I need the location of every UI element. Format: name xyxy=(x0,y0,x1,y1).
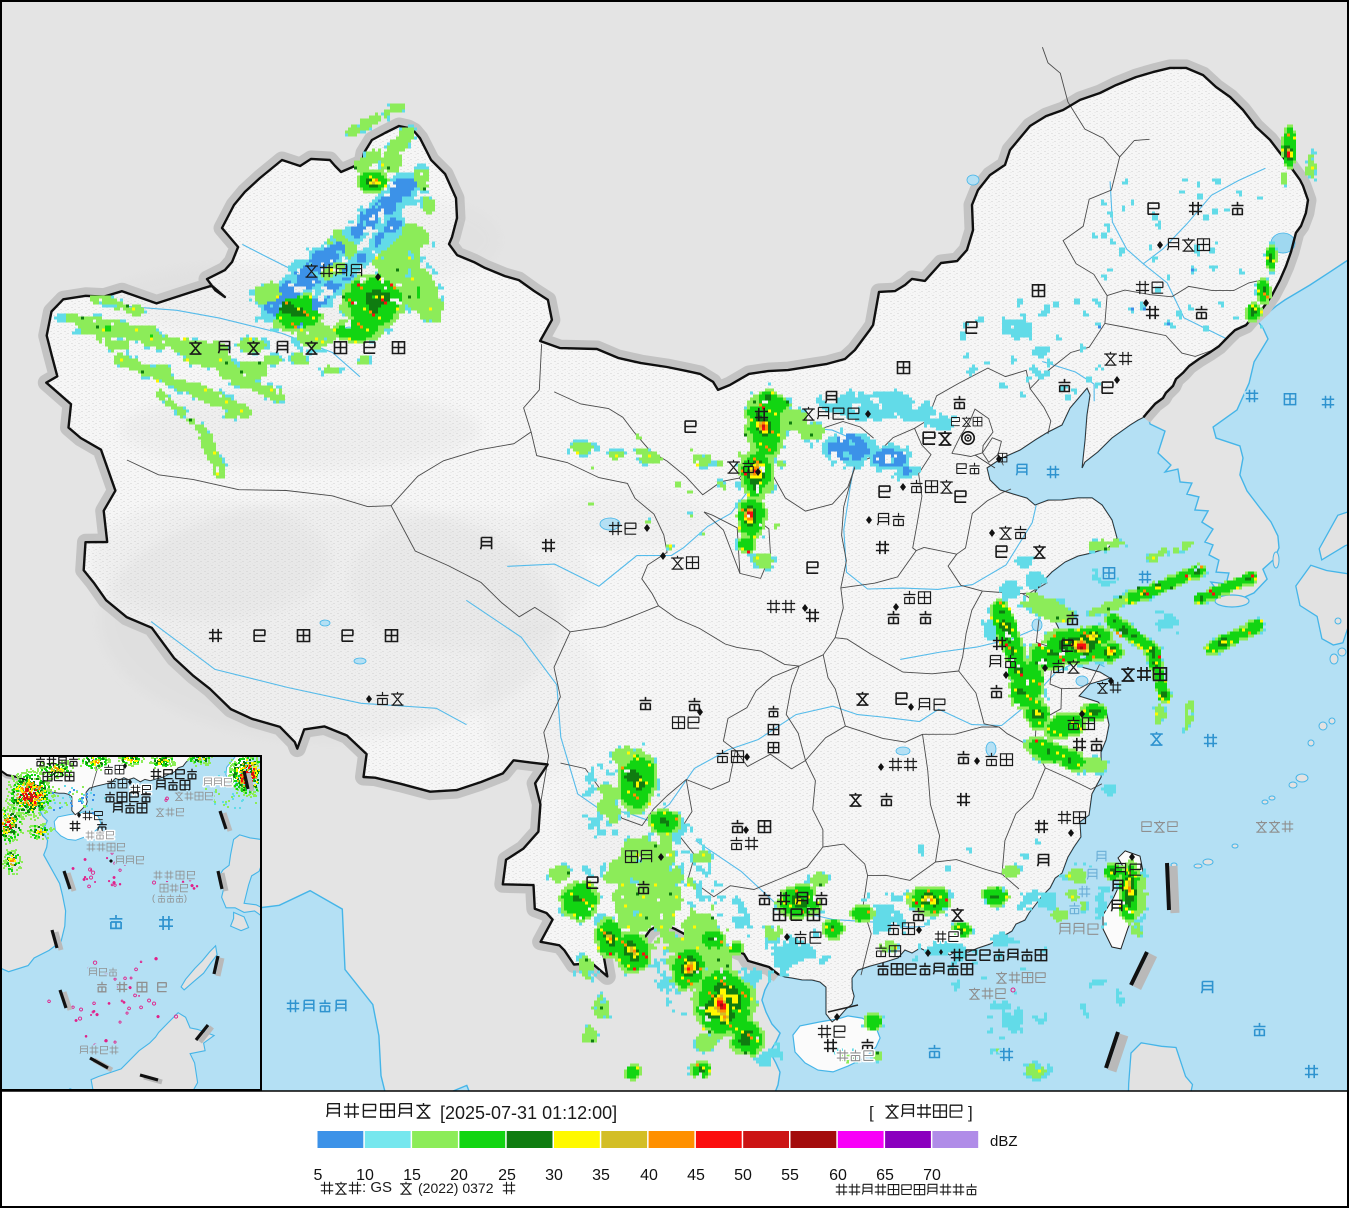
svg-text:dBZ: dBZ xyxy=(990,1133,1018,1150)
svg-text:20: 20 xyxy=(450,1167,468,1184)
svg-text:50: 50 xyxy=(734,1167,752,1184)
svg-text:[: [ xyxy=(869,1103,874,1122)
svg-text:35: 35 xyxy=(592,1167,610,1184)
svg-text:55: 55 xyxy=(781,1167,799,1184)
svg-text:45: 45 xyxy=(687,1167,705,1184)
svg-text:60: 60 xyxy=(829,1167,847,1184)
svg-text:30: 30 xyxy=(545,1167,563,1184)
svg-text:65: 65 xyxy=(876,1167,894,1184)
svg-text:15: 15 xyxy=(403,1167,421,1184)
svg-text:70: 70 xyxy=(923,1167,941,1184)
svg-text:[2025-07-31 01:12:00]: [2025-07-31 01:12:00] xyxy=(440,1103,617,1123)
svg-text:5: 5 xyxy=(314,1167,323,1184)
svg-text:: GS: : GS xyxy=(362,1179,392,1196)
svg-text:(: ( xyxy=(152,893,155,903)
svg-text:10: 10 xyxy=(356,1167,374,1184)
svg-text:): ) xyxy=(184,893,187,903)
svg-text:40: 40 xyxy=(640,1167,658,1184)
svg-text:(2022) 0372: (2022) 0372 xyxy=(418,1180,494,1196)
svg-text:]: ] xyxy=(968,1103,973,1122)
svg-text:25: 25 xyxy=(498,1167,516,1184)
